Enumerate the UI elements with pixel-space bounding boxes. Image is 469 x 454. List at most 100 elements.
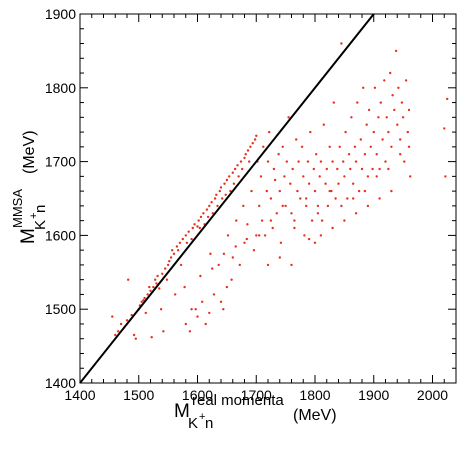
data-point — [393, 109, 395, 111]
data-point — [340, 205, 342, 207]
data-point — [189, 330, 191, 332]
data-point — [190, 308, 192, 310]
data-point — [343, 175, 345, 177]
x-tick-label: 2000 — [417, 387, 448, 403]
data-point — [210, 201, 212, 203]
data-point — [250, 190, 252, 192]
data-point — [164, 267, 166, 269]
data-point — [308, 183, 310, 185]
data-point — [386, 116, 388, 118]
data-point — [196, 315, 198, 317]
data-point — [235, 219, 237, 221]
data-point — [264, 234, 266, 236]
data-point — [120, 323, 122, 325]
data-point — [198, 219, 200, 221]
data-point — [255, 135, 257, 137]
data-point — [160, 308, 162, 310]
data-point — [161, 273, 163, 275]
data-point — [390, 146, 392, 148]
data-point — [235, 245, 237, 247]
data-point — [237, 175, 239, 177]
data-point — [407, 131, 409, 133]
data-point — [192, 227, 194, 229]
data-point — [367, 205, 369, 207]
data-point — [280, 242, 282, 244]
data-point — [287, 116, 289, 118]
data-point — [195, 308, 197, 310]
data-point — [158, 287, 160, 289]
data-point — [364, 190, 366, 192]
data-point — [185, 234, 187, 236]
data-point — [405, 79, 407, 81]
data-point — [356, 101, 358, 103]
data-point — [166, 279, 168, 281]
data-point — [282, 205, 284, 207]
axis-tick-labels: 1400 1500 1600 1700 1800 1900 2000 1400 1500 1600… — [45, 6, 448, 403]
data-point — [352, 183, 354, 185]
data-point — [208, 312, 210, 314]
data-point — [221, 197, 223, 199]
data-point — [143, 297, 145, 299]
data-point — [167, 264, 169, 266]
data-point — [193, 223, 195, 225]
data-point — [211, 267, 213, 269]
data-point — [308, 238, 310, 240]
y-tick-label: 1600 — [45, 227, 76, 243]
data-point — [319, 175, 321, 177]
data-point — [199, 227, 201, 229]
data-point — [313, 168, 315, 170]
data-point — [297, 160, 299, 162]
data-point — [334, 197, 336, 199]
data-point — [223, 183, 225, 185]
data-point — [380, 101, 382, 103]
data-point — [321, 219, 323, 221]
data-point — [409, 175, 411, 177]
data-point — [258, 205, 260, 207]
data-point — [317, 205, 319, 207]
data-point — [343, 219, 345, 221]
data-point — [127, 279, 129, 281]
data-point — [208, 205, 210, 207]
data-point — [329, 146, 331, 148]
data-point — [213, 293, 215, 295]
data-point — [339, 146, 341, 148]
data-point — [324, 183, 326, 185]
data-point — [133, 334, 135, 336]
data-point — [305, 197, 307, 199]
data-point — [387, 131, 389, 133]
data-point — [340, 42, 342, 44]
data-point — [270, 197, 272, 199]
data-point — [329, 190, 331, 192]
y-tick-label: 1800 — [45, 80, 76, 96]
y-axis-label-sup: MMSA — [10, 189, 25, 228]
data-point — [446, 98, 448, 100]
data-point — [303, 234, 305, 236]
data-point — [149, 290, 151, 292]
data-point — [248, 160, 250, 162]
data-point — [320, 234, 322, 236]
data-point — [114, 334, 116, 336]
data-point — [176, 245, 178, 247]
data-point — [350, 116, 352, 118]
data-point — [362, 87, 364, 89]
data-point — [260, 175, 262, 177]
data-point — [283, 175, 285, 177]
data-point — [302, 175, 304, 177]
data-point — [403, 160, 405, 162]
data-point — [182, 238, 184, 240]
data-point — [214, 197, 216, 199]
data-point — [177, 249, 179, 251]
data-point — [253, 249, 255, 251]
data-point — [156, 275, 158, 277]
data-point — [315, 153, 317, 155]
data-point — [216, 205, 218, 207]
data-point — [397, 87, 399, 89]
data-point — [355, 160, 357, 162]
data-point — [188, 231, 190, 233]
data-point — [168, 260, 170, 262]
data-point — [174, 293, 176, 295]
data-point — [314, 190, 316, 192]
data-point — [391, 94, 393, 96]
data-point — [374, 87, 376, 89]
